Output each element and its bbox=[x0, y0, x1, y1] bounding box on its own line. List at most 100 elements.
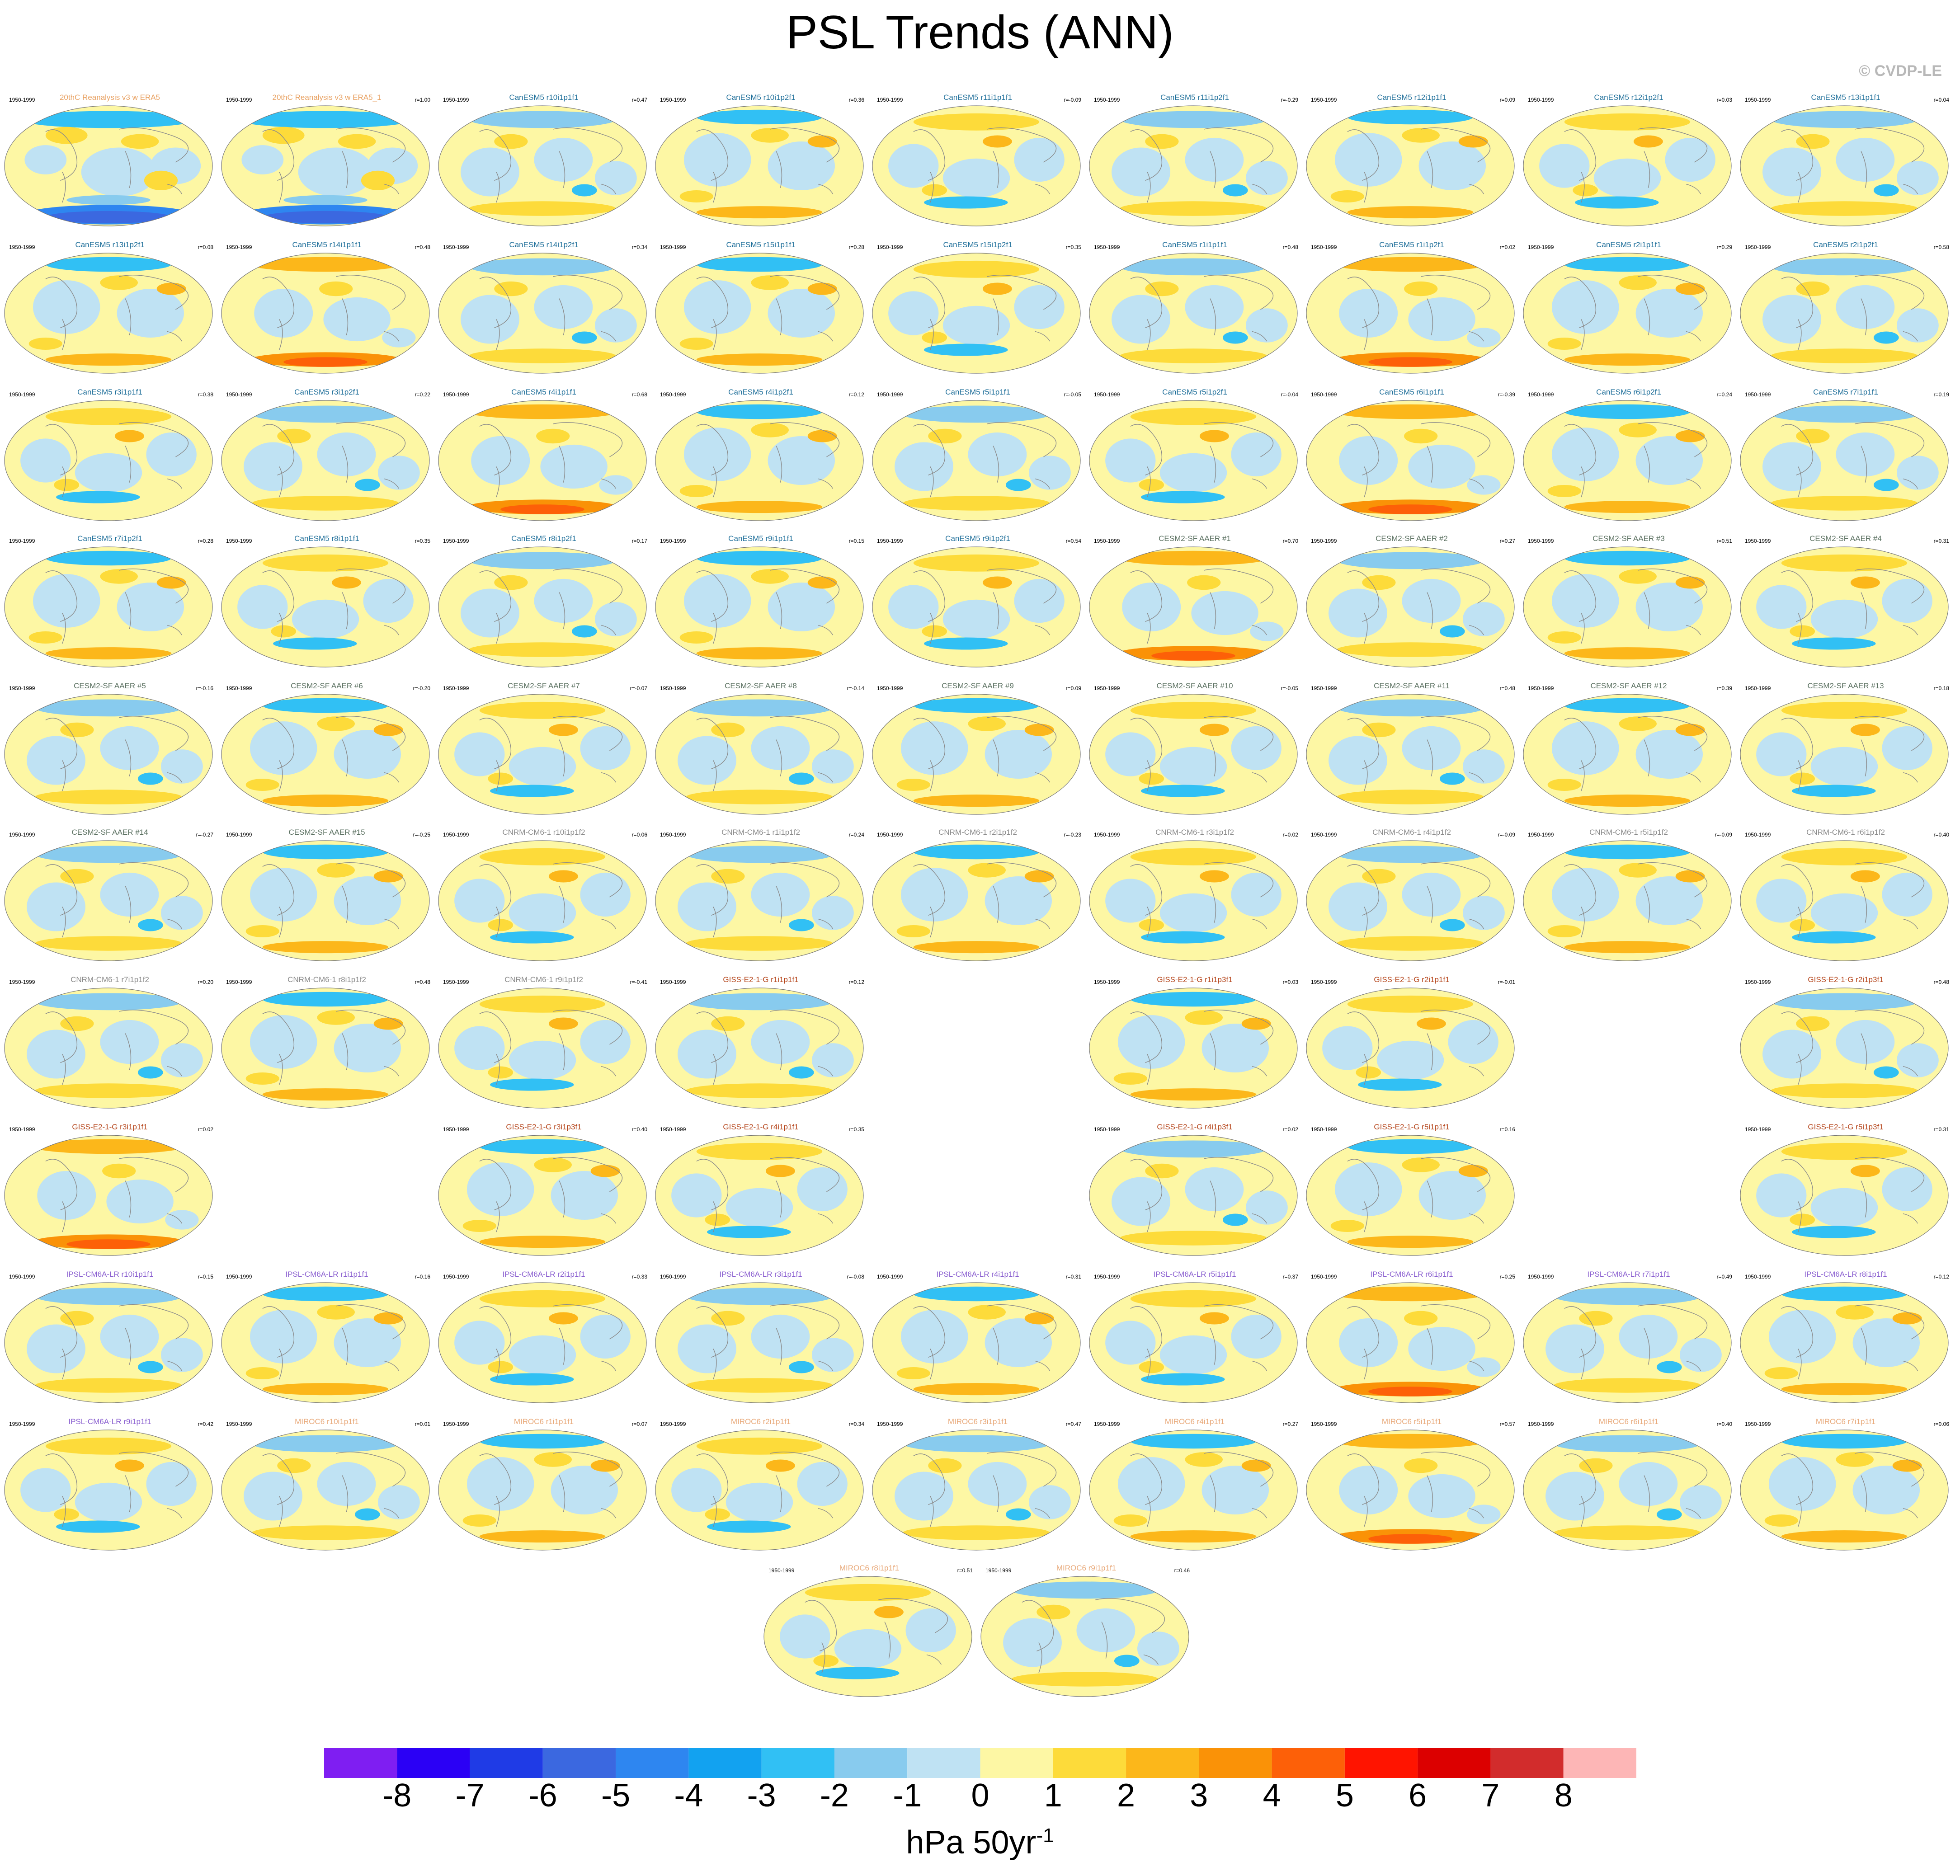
trend-contour bbox=[540, 444, 608, 489]
trend-contour bbox=[1347, 109, 1474, 125]
globe-outline bbox=[1306, 840, 1515, 961]
trend-contour bbox=[1796, 134, 1830, 149]
trend-contour bbox=[1416, 1017, 1446, 1030]
trend-contour bbox=[1005, 1508, 1031, 1521]
coastline bbox=[913, 1452, 1057, 1527]
panel-correlation: r=0.31 bbox=[1933, 538, 1949, 544]
trend-contour bbox=[37, 1171, 96, 1220]
panel-period: 1950-1999 bbox=[1745, 832, 1771, 838]
map-globe bbox=[221, 1282, 430, 1403]
trend-contour bbox=[696, 550, 823, 566]
trend-contour bbox=[1564, 404, 1691, 419]
map-globe bbox=[438, 1135, 647, 1256]
trend-contour bbox=[571, 625, 597, 638]
panel-period: 1950-1999 bbox=[1311, 1274, 1337, 1280]
map-globe bbox=[221, 546, 430, 668]
panel-correlation: r=0.27 bbox=[1282, 1421, 1298, 1427]
trend-contour bbox=[913, 844, 1040, 860]
trend-contour bbox=[28, 631, 62, 644]
trend-contour bbox=[1404, 1311, 1438, 1326]
trend-contour bbox=[534, 578, 593, 623]
globe-outline bbox=[438, 253, 647, 374]
coastline bbox=[262, 716, 406, 791]
trend-contour bbox=[807, 430, 837, 442]
map-globe bbox=[1523, 840, 1732, 961]
trend-contour bbox=[1564, 550, 1691, 566]
trend-contour bbox=[466, 1457, 534, 1511]
panel-period: 1950-1999 bbox=[443, 979, 469, 985]
globe-outline bbox=[4, 105, 213, 226]
coastline bbox=[45, 569, 189, 644]
trend-contour bbox=[317, 716, 355, 731]
panel-period: 1950-1999 bbox=[226, 1274, 252, 1280]
panel-period: 1950-1999 bbox=[1745, 1421, 1771, 1427]
trend-contour bbox=[1368, 357, 1452, 367]
trend-contour bbox=[679, 338, 713, 350]
trend-contour bbox=[726, 1188, 793, 1227]
trend-contour bbox=[33, 574, 100, 628]
coastline bbox=[696, 862, 840, 938]
globe-outline bbox=[1740, 1282, 1949, 1403]
trend-contour bbox=[1554, 1525, 1701, 1540]
trend-contour bbox=[913, 941, 1040, 954]
trend-contour bbox=[75, 1482, 142, 1522]
globe-outline bbox=[1089, 253, 1298, 374]
panel-correlation: r=0.49 bbox=[1716, 1274, 1732, 1280]
trend-contour bbox=[1137, 1632, 1179, 1666]
coastline bbox=[1564, 127, 1708, 203]
panel-period: 1950-1999 bbox=[1311, 979, 1337, 985]
panel-correlation: r=0.19 bbox=[1933, 391, 1949, 398]
globe-outline bbox=[1523, 1429, 1732, 1551]
trend-contour bbox=[245, 1367, 279, 1379]
map-globe bbox=[221, 253, 430, 374]
panel-period: 1950-1999 bbox=[1094, 1421, 1120, 1427]
panel-title: CanESM5 r13i1p1f1 bbox=[1811, 93, 1880, 102]
map-panel: 1950-1999 GISS-E2-1-G r3i1p1f1 r=0.02 bbox=[4, 1123, 216, 1266]
colorbar-tick-label: -2 bbox=[820, 1777, 849, 1814]
map-panel: 1950-1999 CanESM5 r11i1p2f1 r=-0.29 bbox=[1088, 93, 1301, 237]
globe-outline bbox=[655, 546, 864, 668]
trend-contour bbox=[686, 1378, 833, 1393]
coastline bbox=[262, 1304, 406, 1380]
panel-title: CanESM5 r6i1p1f1 bbox=[1379, 388, 1444, 396]
panel-title: CNRM-CM6-1 r8i1p1f2 bbox=[287, 975, 366, 984]
panel-correlation: r=0.35 bbox=[415, 538, 430, 544]
trend-contour bbox=[1756, 585, 1807, 629]
trend-contour bbox=[1014, 137, 1065, 182]
globe-outline bbox=[1523, 546, 1732, 668]
trend-contour bbox=[683, 428, 751, 481]
colorbar-tick-label: -4 bbox=[674, 1777, 703, 1814]
trend-contour bbox=[797, 1462, 848, 1506]
trend-contour bbox=[1810, 893, 1878, 933]
trend-contour bbox=[686, 1288, 833, 1305]
map-globe bbox=[980, 1576, 1189, 1697]
trend-contour bbox=[928, 428, 962, 444]
globe-outline bbox=[221, 400, 430, 521]
globe-outline bbox=[1089, 987, 1298, 1109]
trend-contour bbox=[250, 721, 317, 775]
trend-contour bbox=[548, 870, 578, 883]
globe-outline bbox=[1523, 840, 1732, 961]
globe-outline bbox=[872, 840, 1081, 961]
trend-contour bbox=[1005, 479, 1031, 491]
trend-contour bbox=[1439, 625, 1465, 638]
colorbar-tick-label: -8 bbox=[382, 1777, 412, 1814]
trend-contour bbox=[66, 195, 151, 205]
trend-contour bbox=[751, 1020, 810, 1064]
map-panel: 1950-1999 CNRM-CM6-1 r10i1p1f2 r=0.06 bbox=[438, 828, 650, 972]
trend-contour bbox=[1762, 147, 1821, 197]
trend-contour bbox=[683, 133, 751, 187]
coastline bbox=[1130, 127, 1274, 203]
trend-contour bbox=[35, 993, 182, 1011]
trend-contour bbox=[241, 145, 284, 174]
trend-contour bbox=[1771, 496, 1918, 511]
globe-outline bbox=[438, 694, 647, 815]
panel-title: IPSL-CM6A-LR r5i1p1f1 bbox=[1153, 1270, 1236, 1279]
panel-title: CNRM-CM6-1 r4i1p1f2 bbox=[1372, 828, 1451, 837]
panel-correlation: r=0.31 bbox=[1933, 1126, 1949, 1133]
trend-contour bbox=[1781, 1143, 1908, 1160]
trend-contour bbox=[1633, 135, 1663, 148]
trend-contour bbox=[1358, 1078, 1442, 1091]
map-globe bbox=[1306, 840, 1515, 961]
panel-period: 1950-1999 bbox=[1311, 391, 1337, 398]
